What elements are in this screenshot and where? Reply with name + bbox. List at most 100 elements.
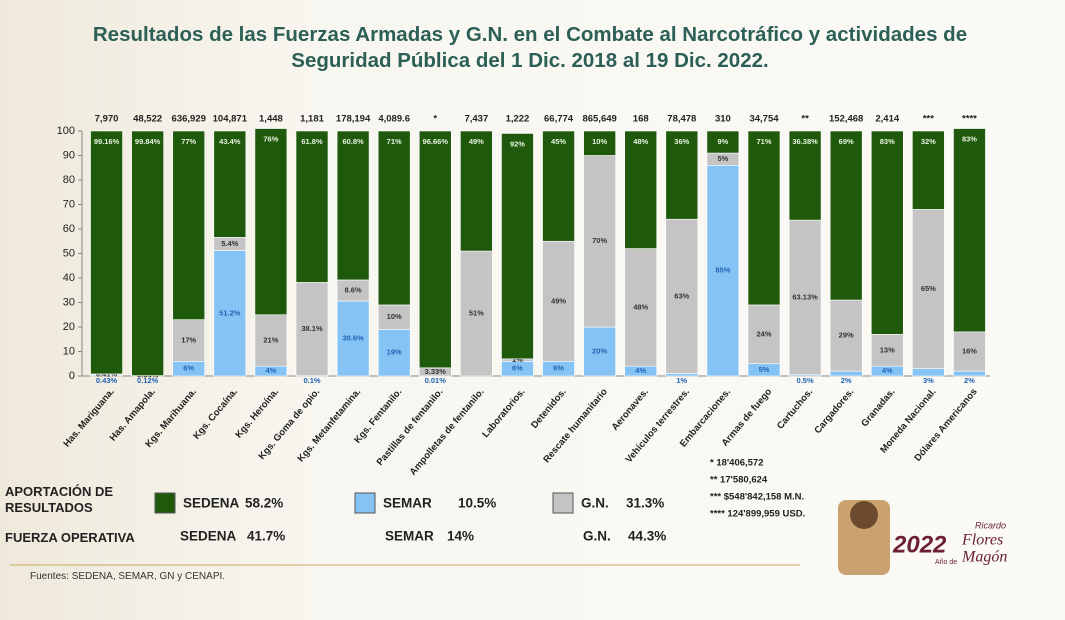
total-label: 7,437 <box>464 114 488 125</box>
value-label: 8.6% <box>345 285 362 294</box>
value-label: 83% <box>962 135 977 144</box>
bar-segment <box>295 130 329 283</box>
bar-segment <box>788 130 822 221</box>
bar-segment <box>377 130 411 306</box>
value-label: 48% <box>633 137 648 146</box>
total-label: 7,970 <box>95 114 119 125</box>
legend-contribution: 58.2% <box>245 496 283 511</box>
x-tick-label: Kgs. Heroína. <box>233 386 281 440</box>
force-label: SEMAR <box>385 529 434 544</box>
force-value: 14% <box>447 529 474 544</box>
bar-segment <box>377 329 411 377</box>
y-tick-label: 90 <box>63 149 75 161</box>
bar-segment <box>542 240 575 362</box>
total-label: 4,089.6 <box>378 114 410 125</box>
bar-segment <box>254 128 288 316</box>
value-label: 29% <box>839 331 854 340</box>
logo-year: 2022 <box>892 531 947 558</box>
value-label: 65% <box>921 284 936 293</box>
value-label: 6% <box>553 364 564 373</box>
value-label: 77% <box>181 137 196 146</box>
bar-segment <box>747 130 781 306</box>
bar-segment <box>706 165 740 377</box>
value-label: 1% <box>676 376 687 385</box>
bar-segment <box>829 130 863 301</box>
legend-label: G.N. <box>581 496 609 511</box>
value-label: 45% <box>551 137 566 146</box>
bar-segment <box>213 130 247 238</box>
value-label: 3.33% <box>425 367 447 376</box>
bar-segment <box>254 314 288 367</box>
total-label: 34,754 <box>749 114 779 125</box>
legend-swatch <box>154 492 176 514</box>
value-label: 6% <box>512 364 523 373</box>
bar-segment <box>624 130 658 249</box>
value-label: 4% <box>265 366 276 375</box>
value-label: 61.8% <box>301 137 323 146</box>
value-label: 0.12% <box>137 376 159 385</box>
bar-segment <box>870 130 904 335</box>
bar-segment <box>912 209 945 369</box>
total-label: 104,871 <box>213 114 248 125</box>
value-label: 0.1% <box>303 376 320 385</box>
value-label: 49% <box>469 137 484 146</box>
value-label: 16% <box>962 346 977 355</box>
legend-contribution: 31.3% <box>626 496 664 511</box>
y-tick-label: 10 <box>63 345 75 357</box>
total-label: 310 <box>715 114 731 125</box>
legend-title: APORTACIÓN DE RESULTADOS <box>5 484 114 515</box>
value-label: 20% <box>592 346 607 355</box>
value-label: 49% <box>551 296 566 305</box>
total-label: 1,222 <box>506 114 530 125</box>
bar-segment <box>953 128 986 333</box>
bar-segment <box>418 130 452 369</box>
x-tick-label: Ampolletas de fentanilo. <box>408 386 487 477</box>
value-label: 5% <box>717 154 728 163</box>
total-label: 2,414 <box>875 114 899 125</box>
value-label: 13% <box>880 345 895 354</box>
footnote: * 18'406,572 <box>710 458 764 469</box>
legend-label: SEDENA <box>183 496 240 511</box>
value-label: 43.4% <box>219 137 241 146</box>
bar-segment <box>90 130 123 375</box>
value-label: 2% <box>841 376 852 385</box>
total-label: 1,448 <box>259 114 283 125</box>
bar-segment <box>870 334 904 367</box>
force-label: G.N. <box>583 529 611 544</box>
total-label: 168 <box>633 114 649 125</box>
value-label: 99.16% <box>94 137 120 146</box>
bar-segment <box>665 218 699 374</box>
bar-segment <box>912 368 945 377</box>
value-label: 48% <box>633 302 648 311</box>
x-tick-label: Cartuchos. <box>775 386 815 431</box>
bar-segment <box>460 250 493 377</box>
value-label: 63.13% <box>792 292 818 301</box>
value-label: 2% <box>964 376 975 385</box>
bar-segment <box>377 304 411 330</box>
value-label: 63% <box>674 291 689 300</box>
value-label: 36% <box>674 137 689 146</box>
x-tick-label: Granadas. <box>859 386 897 429</box>
value-label: 60.8% <box>342 137 364 146</box>
value-label: 51% <box>469 309 484 318</box>
value-label: 19% <box>387 348 402 357</box>
portrait-head <box>850 501 878 529</box>
value-label: 92% <box>510 139 525 148</box>
bar-segment <box>747 304 781 365</box>
value-label: 32% <box>921 137 936 146</box>
bar-segment <box>706 130 740 154</box>
value-label: 9% <box>717 137 728 146</box>
total-label: ** <box>801 114 809 125</box>
value-label: 24% <box>756 329 771 338</box>
bar-segment <box>912 130 945 210</box>
bar-segment <box>172 130 206 320</box>
x-tick-label: Detenidos. <box>529 386 569 430</box>
total-label: 48,522 <box>133 114 162 125</box>
y-tick-label: 20 <box>63 321 75 333</box>
bar-segment <box>788 219 822 376</box>
value-label: 70% <box>592 236 607 245</box>
y-tick-label: 80 <box>63 174 75 186</box>
bar-segment <box>542 130 575 242</box>
bar-segment <box>583 326 616 377</box>
